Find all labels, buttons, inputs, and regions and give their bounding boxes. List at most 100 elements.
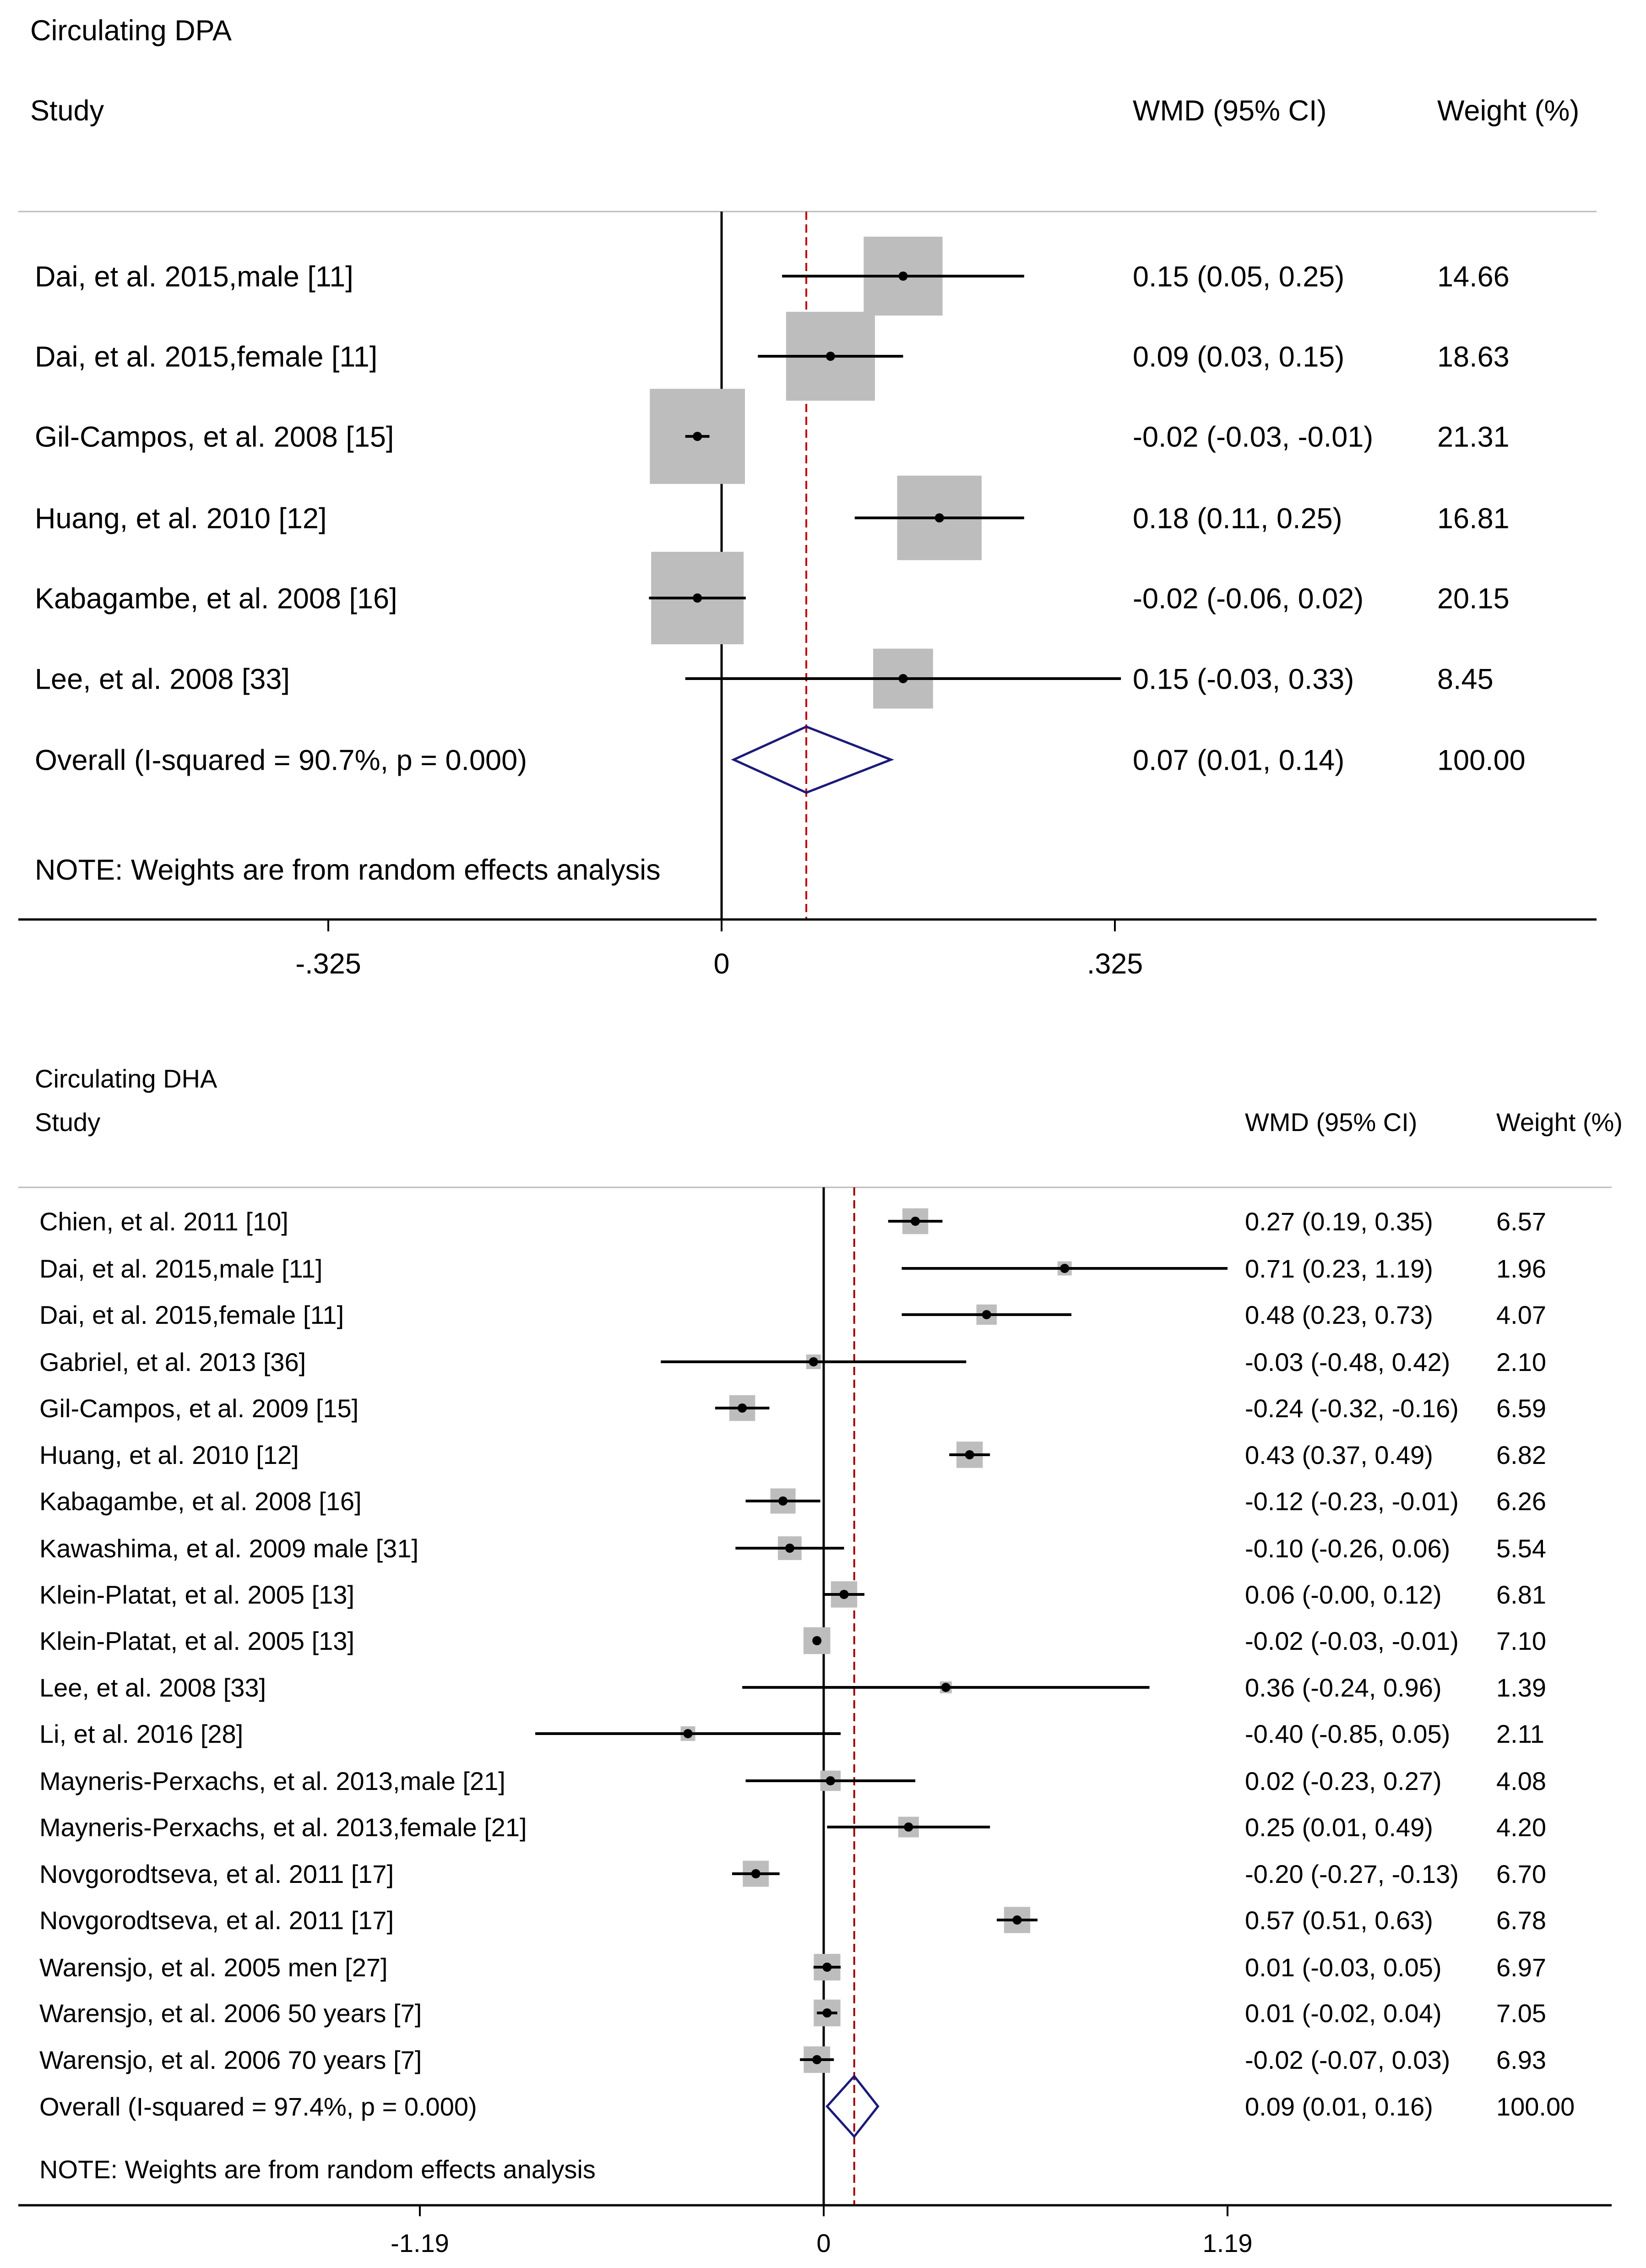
weight-value: 14.66 [1437,261,1510,293]
wmd-value: -0.10 (-0.26, 0.06) [1245,1534,1450,1563]
point-estimate [982,1310,991,1319]
point-estimate [778,1496,788,1506]
wmd-value: 0.01 (-0.03, 0.05) [1245,1953,1442,1982]
wmd-value: -0.02 (-0.03, -0.01) [1245,1626,1459,1655]
panel-title: Circulating DPA [30,15,232,47]
point-estimate [1012,1915,1022,1925]
study-label: Mayneris-Perxachs, et al. 2013,female [2… [39,1813,527,1842]
weight-value: 20.15 [1437,583,1510,615]
wmd-value: 0.48 (0.23, 0.73) [1245,1300,1433,1329]
overall-label: Overall (I-squared = 97.4%, p = 0.000) [39,2092,477,2121]
wmd-value: 0.43 (0.37, 0.49) [1245,1441,1433,1469]
weights-note: NOTE: Weights are from random effects an… [35,854,661,886]
point-estimate [822,2008,832,2018]
weights-note: NOTE: Weights are from random effects an… [39,2155,596,2184]
weight-value: 4.08 [1496,1767,1546,1795]
column-header-wmd: WMD (95% CI) [1133,95,1327,127]
weight-value: 16.81 [1437,503,1510,535]
x-tick-label: 0 [816,2229,831,2257]
overall-weight-value: 100.00 [1437,745,1526,777]
point-estimate [809,1357,818,1366]
overall-wmd-value: 0.09 (0.01, 0.16) [1245,2092,1433,2121]
study-label: Kabagambe, et al. 2008 [16] [35,583,397,615]
wmd-value: -0.03 (-0.48, 0.42) [1245,1348,1450,1376]
study-label: Kabagambe, et al. 2008 [16] [39,1487,362,1516]
weight-value: 6.81 [1496,1580,1546,1609]
point-estimate [826,1776,835,1785]
wmd-value: 0.27 (0.19, 0.35) [1245,1207,1433,1236]
wmd-value: 0.01 (-0.02, 0.04) [1245,1999,1442,2028]
point-estimate [822,1963,832,1972]
weight-value: 1.96 [1496,1254,1546,1283]
point-estimate [693,432,702,441]
overall-diamond [731,725,894,794]
study-label: Mayneris-Perxachs, et al. 2013,male [21] [39,1767,505,1795]
weight-value: 6.97 [1496,1953,1546,1982]
point-estimate [812,1636,822,1645]
point-estimate [965,1450,974,1459]
wmd-value: 0.09 (0.03, 0.15) [1133,341,1344,373]
study-label: Klein-Platat, et al. 2005 [13] [39,1626,354,1655]
weight-value: 7.10 [1496,1626,1546,1655]
study-label: Gabriel, et al. 2013 [36] [39,1348,306,1376]
wmd-value: -0.12 (-0.23, -0.01) [1245,1487,1459,1516]
point-estimate [941,1683,951,1692]
weight-value: 6.82 [1496,1441,1546,1469]
overall-label: Overall (I-squared = 90.7%, p = 0.000) [35,745,527,777]
wmd-value: 0.15 (-0.03, 0.33) [1133,664,1354,696]
weight-value: 6.59 [1496,1394,1546,1423]
column-header-study: Study [30,95,104,127]
panel-title: Circulating DHA [35,1064,217,1093]
wmd-value: 0.15 (0.05, 0.25) [1133,261,1344,293]
study-label: Li, et al. 2016 [28] [39,1719,243,1748]
weight-value: 18.63 [1437,341,1510,373]
x-tick-label: -1.19 [391,2229,449,2257]
weight-value: 6.26 [1496,1487,1546,1516]
weight-value: 8.45 [1437,664,1494,696]
weight-value: 2.10 [1496,1348,1546,1376]
overall-diamond [826,2074,880,2138]
weight-value: 7.05 [1496,1999,1546,2028]
study-label: Chien, et al. 2011 [10] [39,1207,288,1236]
wmd-value: -0.20 (-0.27, -0.13) [1245,1860,1459,1888]
x-tick-label: .325 [1087,948,1143,980]
study-label: Dai, et al. 2015,male [11] [39,1254,322,1283]
study-label: Dai, et al. 2015,female [11] [35,341,377,373]
wmd-value: 0.18 (0.11, 0.25) [1133,503,1342,535]
point-estimate [826,352,835,361]
study-label: Novgorodtseva, et al. 2011 [17] [39,1860,394,1888]
wmd-value: 0.57 (0.51, 0.63) [1245,1906,1433,1935]
overall-wmd-value: 0.07 (0.01, 0.14) [1133,745,1344,777]
study-label: Warensjo, et al. 2006 50 years [7] [39,1999,422,2028]
study-label: Kawashima, et al. 2009 male [31] [39,1534,418,1563]
weight-value: 6.70 [1496,1860,1546,1888]
column-header-weight: Weight (%) [1437,95,1579,127]
column-header-weight: Weight (%) [1496,1108,1623,1137]
point-estimate [812,2055,822,2064]
weight-value: 6.57 [1496,1207,1546,1236]
study-label: Dai, et al. 2015,female [11] [39,1300,344,1329]
forest-panel-2: Circulating DHA Study WMD (95% CI) Weight (… [18,1064,1623,2257]
point-estimate [839,1590,849,1599]
point-estimate [785,1544,794,1553]
point-estimate [911,1217,920,1226]
study-label: Lee, et al. 2008 [33] [39,1673,266,1702]
wmd-value: -0.40 (-0.85, 0.05) [1245,1719,1450,1748]
x-tick-label: 1.19 [1203,2229,1253,2257]
point-estimate [934,513,944,522]
point-estimate [693,593,702,603]
study-label: Warensjo, et al. 2005 men [27] [39,1953,388,1982]
wmd-value: -0.02 (-0.03, -0.01) [1133,421,1373,453]
study-label: Novgorodtseva, et al. 2011 [17] [39,1906,394,1935]
study-label: Dai, et al. 2015,male [11] [35,261,353,293]
study-label: Gil-Campos, et al. 2009 [15] [39,1394,359,1423]
weight-value: 5.54 [1496,1534,1546,1563]
column-header-study: Study [35,1108,100,1137]
weight-value: 1.39 [1496,1673,1546,1702]
point-estimate [1060,1264,1070,1273]
overall-weight-value: 100.00 [1496,2092,1575,2121]
point-estimate [898,272,908,281]
wmd-value: -0.02 (-0.07, 0.03) [1245,2045,1450,2074]
weight-value: 6.93 [1496,2045,1546,2074]
